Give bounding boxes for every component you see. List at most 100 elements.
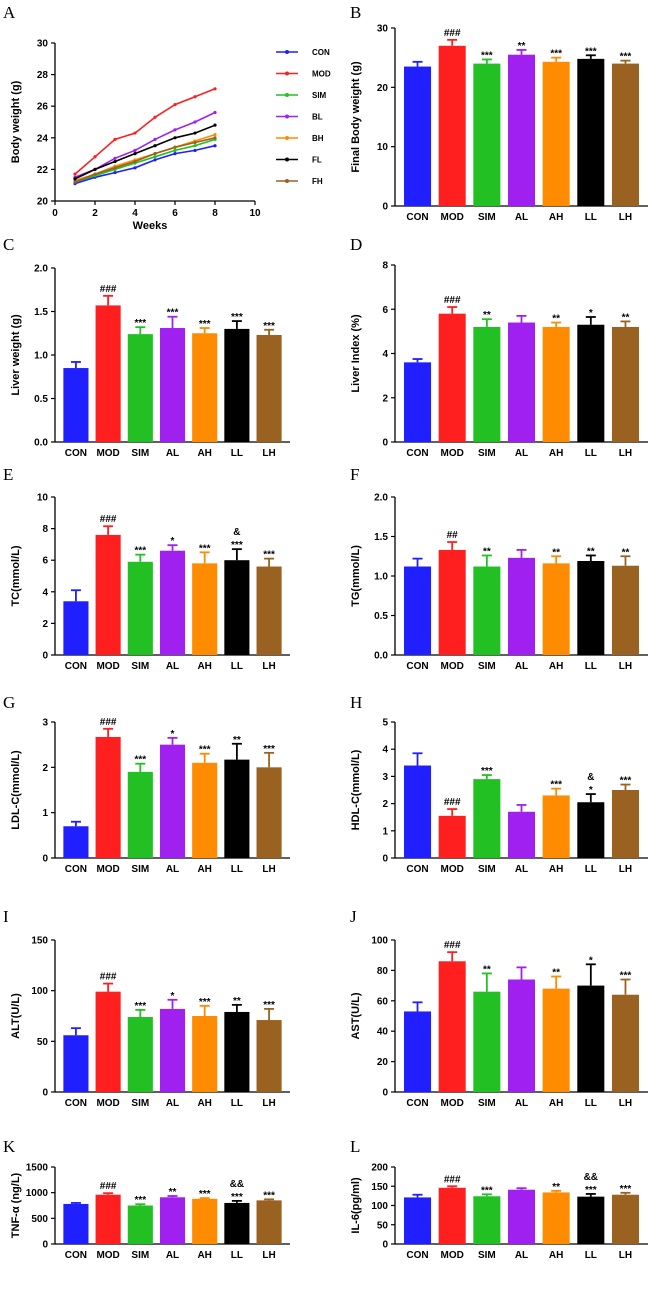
- data-point: [193, 120, 197, 124]
- bar-sim: [473, 991, 501, 1092]
- series-line-fl: [74, 124, 216, 180]
- x-tick-label: CON: [406, 864, 428, 875]
- y-tick-label: 1: [382, 826, 388, 837]
- bar-lh: [256, 566, 282, 655]
- x-tick-label: AH: [197, 448, 211, 459]
- data-point: [93, 172, 97, 176]
- bar-mod: [438, 815, 466, 858]
- bar-ll: [577, 324, 605, 442]
- significance-label: *: [171, 991, 175, 1002]
- y-tick-label: 100: [31, 986, 48, 997]
- bar-al: [159, 1008, 186, 1092]
- bar-sim: [127, 771, 153, 858]
- data-point: [153, 155, 157, 159]
- legend-marker: [285, 50, 289, 54]
- bar-ll: [577, 560, 605, 655]
- y-tick-label: 2.0: [374, 493, 388, 504]
- x-tick-label: AH: [197, 661, 211, 672]
- y-tick-label: 0: [42, 1240, 48, 1251]
- bar-ah: [542, 988, 570, 1092]
- panel-d: D 0 2 4 6 8 Liver Index (%) CON MOD ### SIM ** AL AH *…: [350, 235, 648, 459]
- legend-marker: [285, 114, 289, 119]
- bar-ah: [542, 326, 570, 442]
- significance-label: **: [233, 735, 241, 746]
- significance-label: **: [552, 967, 560, 978]
- data-point: [213, 133, 217, 137]
- bar-con: [63, 1035, 89, 1092]
- y-tick-label: 22: [37, 165, 49, 176]
- legend-marker: [285, 71, 289, 76]
- data-point: [113, 159, 117, 164]
- bar-mod: [438, 313, 466, 442]
- x-tick-label: MOD: [96, 448, 119, 459]
- x-tick-label: AH: [197, 1250, 211, 1261]
- y-tick-label: 8: [382, 261, 388, 272]
- x-tick-label: LL: [231, 864, 243, 875]
- significance-label: ###: [100, 284, 117, 295]
- series-line-fh: [74, 137, 216, 183]
- x-tick-label: AH: [549, 448, 563, 459]
- bar-mod: [95, 534, 121, 655]
- panel-e: E 0 2 4 6 8 10 TC(mmol/L) CON MOD ### SIM *** AL * AH **…: [3, 465, 290, 672]
- bar-lh: [611, 994, 639, 1092]
- data-point: [113, 156, 117, 160]
- y-tick-label: 20: [37, 197, 49, 208]
- x-tick-label: SIM: [131, 448, 149, 459]
- significance-label: *: [171, 536, 175, 547]
- bar-ah: [192, 333, 218, 442]
- significance-label: ***: [263, 321, 275, 332]
- significance-label: ***: [199, 745, 211, 756]
- bar-sim: [127, 1205, 153, 1244]
- bar-sim: [127, 561, 153, 655]
- x-tick-label: LL: [585, 661, 597, 672]
- legend-label-sim: SIM: [312, 91, 327, 100]
- x-tick-label: LH: [619, 1098, 632, 1109]
- x-tick-label: LL: [585, 1250, 597, 1261]
- bar-mod: [95, 1194, 121, 1244]
- x-tick-label: SIM: [478, 448, 496, 459]
- data-point: [173, 148, 177, 153]
- bar-mod: [95, 736, 121, 858]
- y-tick-label: 150: [371, 1182, 388, 1193]
- y-tick-label: 2: [42, 619, 48, 630]
- significance-label: ***: [481, 766, 493, 777]
- x-tick-label: AL: [515, 661, 528, 672]
- y-tick-label: 2: [42, 763, 48, 774]
- bar-sim: [473, 779, 501, 858]
- bar-al: [507, 54, 536, 207]
- x-tick-label: AH: [549, 661, 563, 672]
- x-tick-label: LH: [262, 1250, 275, 1261]
- bar-lh: [611, 565, 639, 655]
- y-tick-label: 50: [37, 1037, 49, 1048]
- significance-label: ***: [620, 1184, 632, 1195]
- y-tick-label: 0: [42, 1088, 48, 1099]
- bar-mod: [438, 45, 466, 206]
- bar-con: [63, 826, 89, 858]
- significance-label: ***: [199, 543, 211, 554]
- bar-sim: [473, 566, 501, 655]
- significance-label: *: [589, 955, 593, 966]
- significance-label: ###: [100, 717, 117, 728]
- x-tick-label: 6: [172, 208, 178, 219]
- significance-label: &: [587, 772, 594, 783]
- x-tick-label: SIM: [478, 1250, 496, 1261]
- bar-al: [507, 979, 536, 1092]
- x-tick-label: MOD: [441, 1098, 464, 1109]
- significance-label: ***: [585, 1185, 597, 1196]
- x-tick-label: MOD: [441, 864, 464, 875]
- y-tick-label: 1.0: [34, 351, 48, 362]
- x-tick-label: MOD: [96, 661, 119, 672]
- data-point: [193, 140, 197, 145]
- panel-i: I 0 50 100 150 ALT(U/L) CON MOD ### SIM *** AL * AH **…: [3, 907, 290, 1109]
- x-tick-label: AH: [549, 1098, 563, 1109]
- bar-al: [507, 811, 536, 858]
- significance-label: **: [483, 964, 491, 975]
- significance-label: ***: [620, 52, 632, 63]
- x-tick-label: LH: [262, 864, 275, 875]
- significance-label: *: [589, 785, 593, 796]
- x-tick-label: MOD: [441, 1250, 464, 1261]
- bar-lh: [611, 63, 639, 206]
- significance-label: ###: [444, 1174, 461, 1185]
- x-tick-label: MOD: [96, 1098, 119, 1109]
